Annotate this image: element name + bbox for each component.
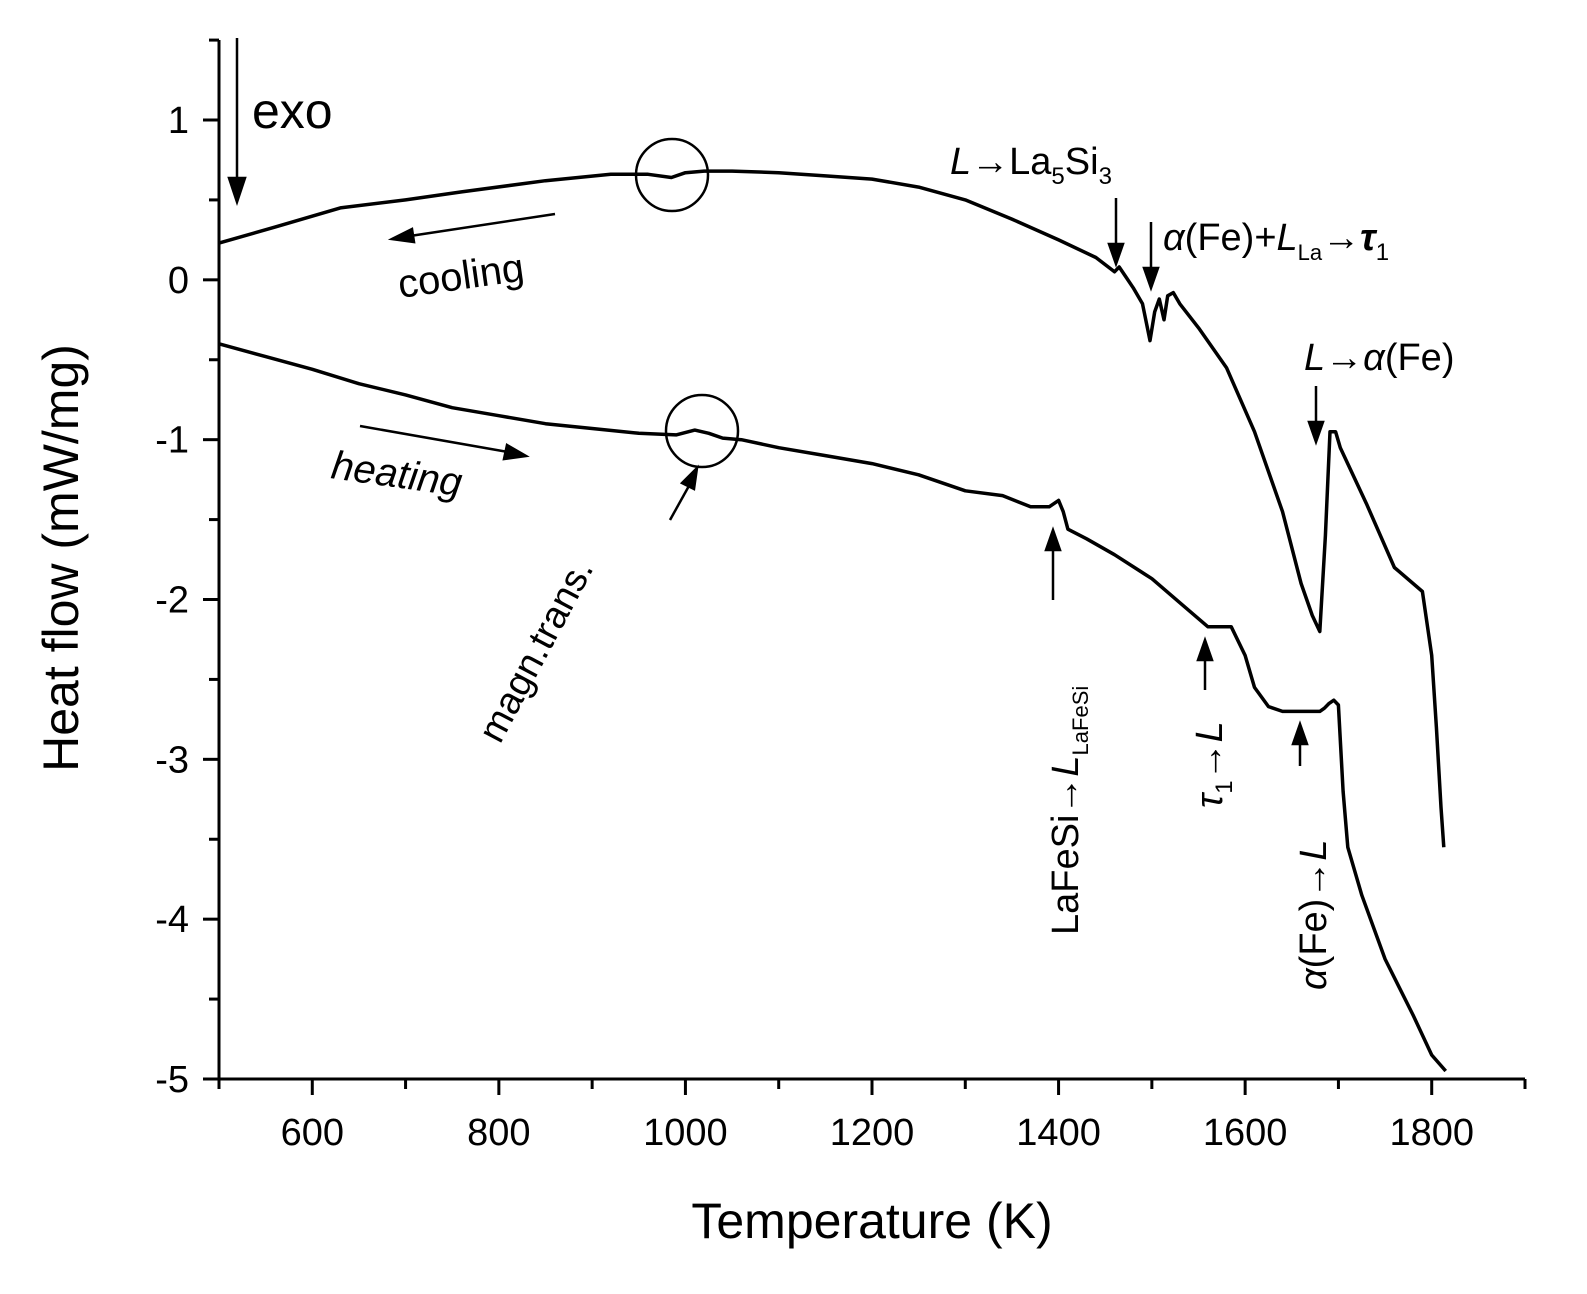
series-layer: [218, 169, 1448, 1073]
label-lafesi-to-l: LaFeSi→LLaFeSi: [1045, 686, 1093, 935]
exo-label: exo: [252, 83, 333, 139]
magn-trans-circle-heating: [664, 393, 740, 469]
x-tick-label: 1800: [1389, 1112, 1474, 1154]
tau1-heating-arrow-head: [1196, 636, 1214, 662]
label-tau1-to-l: τ1→L: [1189, 721, 1238, 808]
heating-arrow-head: [502, 443, 530, 461]
series-line-heating: [218, 342, 1448, 1073]
exo-arrow-head: [227, 176, 247, 206]
y-tick-label: -5: [155, 1059, 189, 1101]
heating-label: heating: [329, 443, 465, 505]
y-axis-title: Heat flow (mW/mg): [33, 344, 89, 772]
series-line-cooling: [218, 169, 1446, 848]
la5si3-arrow-head: [1107, 242, 1125, 268]
label-l-to-la5si3: L→La5Si3: [950, 141, 1112, 190]
x-tick-label: 1000: [643, 1112, 728, 1154]
label-alphafe-l-la-to-tau1: α(Fe)+LLa→τ1: [1163, 217, 1389, 266]
cooling-arrow-head: [387, 227, 416, 244]
y-tick-label: 0: [168, 260, 189, 302]
alphafe-heating-arrow-head: [1291, 720, 1309, 746]
cooling-label: cooling: [395, 246, 527, 307]
x-tick-label: 600: [281, 1112, 344, 1154]
y-tick-label: 1: [168, 100, 189, 142]
magn-trans-arrow-shaft: [668, 483, 692, 521]
magn-trans-label: magn.trans.: [471, 552, 602, 749]
magn-trans-circle-cooling: [634, 137, 710, 213]
x-tick-label: 1400: [1016, 1112, 1101, 1154]
x-tick-label: 1200: [830, 1112, 915, 1154]
alphafe-cooling-arrow-head: [1307, 420, 1325, 446]
magn-trans-arrow-head: [679, 464, 699, 491]
annotation-marks: [227, 38, 1325, 766]
x-tick-label: 1600: [1203, 1112, 1288, 1154]
heating-arrow-shaft: [359, 424, 509, 454]
y-tick-label: -3: [155, 739, 189, 781]
label-alphafe-to-l: α(Fe)→L: [1293, 840, 1335, 990]
label-l-to-alphafe: L→α(Fe): [1304, 337, 1454, 379]
lafesi-heating-arrow-head: [1044, 526, 1062, 552]
y-tick-label: -4: [155, 899, 189, 941]
y-tick-label: -1: [155, 420, 189, 462]
cooling-arrow-shaft: [409, 212, 556, 238]
x-axis-title: Temperature (K): [691, 1193, 1052, 1249]
y-ticks: 1 0 -1 -2 -3 -4 -5: [155, 38, 219, 1101]
x-tick-label: 800: [467, 1112, 530, 1154]
y-tick-label: -2: [155, 580, 189, 622]
tau1-cooling-arrow-head: [1142, 266, 1160, 292]
x-ticks: 600 800 1000 1200 1400 1600 1800: [217, 1079, 1527, 1154]
